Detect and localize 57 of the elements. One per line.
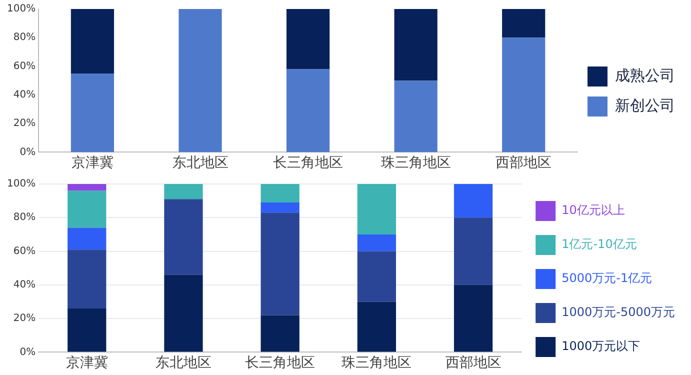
legend-label: 5000万元-1亿元 [562,271,652,286]
legend-label: 新创公司 [615,96,675,114]
bar [394,80,438,152]
bar [454,284,493,352]
x-tick-label: 珠三角地区 [342,355,412,372]
y-tick-label: 0% [20,346,36,358]
bar [178,9,222,152]
bar [454,184,493,218]
y-tick-label: 40% [13,280,36,291]
legend-label: 1000万元以下 [562,339,640,354]
bar [502,38,546,152]
bar [357,251,396,302]
bar [260,184,300,202]
y-tick-label: 100% [6,178,36,190]
bar [286,69,330,152]
bar [70,73,114,152]
x-tick-label: 西部地区 [445,355,502,372]
y-tick-label: 80% [13,32,36,44]
y-tick-label: 20% [13,118,36,130]
bar [260,315,300,352]
bar [357,184,396,234]
bar [502,9,546,38]
bar [68,184,106,191]
bar [357,302,396,352]
x-tick-label: 长三角地区 [273,155,344,172]
y-tick-label: 0% [20,146,36,158]
bar [68,190,106,228]
legend-label: 1000万元-5000万元 [562,305,676,320]
x-tick-label: 京津冀 [71,155,114,172]
bar [70,9,114,74]
legend-label: 成熟公司 [615,66,675,84]
y-tick-label: 80% [13,212,36,224]
y-tick-label: 20% [13,313,36,324]
bar [68,250,106,308]
legend-label: 1亿元-10亿元 [562,237,637,252]
legend-label: 10亿元以上 [562,203,625,218]
y-tick-label: 40% [13,90,36,101]
bar [260,212,300,316]
x-tick-label: 长三角地区 [245,355,316,372]
bar [164,199,203,275]
y-tick-label: 60% [13,246,36,257]
x-tick-label: 京津冀 [66,355,108,372]
y-tick-label: 100% [6,4,36,15]
bar [286,9,330,70]
bar [164,184,203,200]
bar [357,234,396,252]
bar [394,9,438,81]
x-tick-label: 珠三角地区 [380,155,451,172]
x-tick-label: 东北地区 [155,355,212,372]
x-tick-label: 东北地区 [172,155,228,172]
bar [454,218,493,285]
bar [68,308,106,352]
bar [164,274,203,352]
bar [68,228,106,250]
y-tick-label: 60% [13,60,36,72]
x-tick-label: 西部地区 [496,155,552,172]
bar [260,202,300,213]
